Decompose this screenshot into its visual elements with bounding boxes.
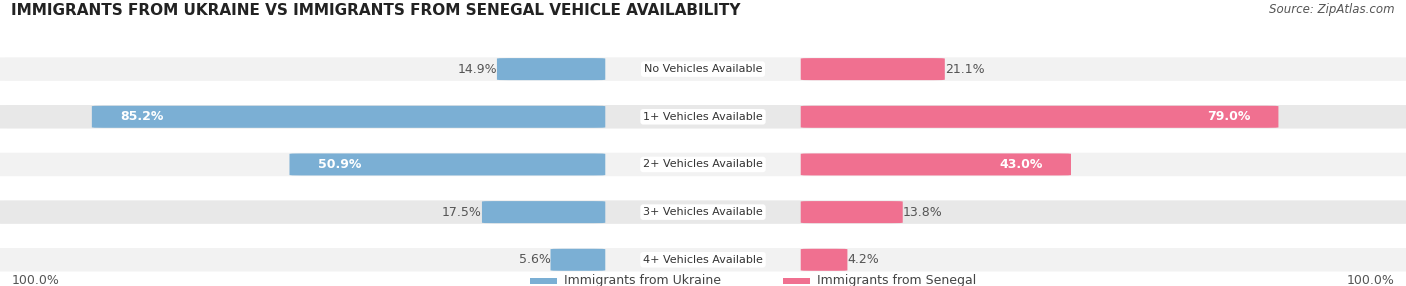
Text: IMMIGRANTS FROM UKRAINE VS IMMIGRANTS FROM SENEGAL VEHICLE AVAILABILITY: IMMIGRANTS FROM UKRAINE VS IMMIGRANTS FR… [11,3,741,18]
Text: 79.0%: 79.0% [1206,110,1250,123]
FancyBboxPatch shape [0,247,1406,273]
Text: 14.9%: 14.9% [457,63,496,76]
FancyBboxPatch shape [496,58,605,80]
Text: 85.2%: 85.2% [120,110,163,123]
FancyBboxPatch shape [0,199,1406,225]
Text: 2+ Vehicles Available: 2+ Vehicles Available [643,160,763,169]
Text: 4.2%: 4.2% [848,253,879,266]
Text: 100.0%: 100.0% [1347,274,1395,286]
FancyBboxPatch shape [801,201,903,223]
Text: 21.1%: 21.1% [945,63,984,76]
FancyBboxPatch shape [801,58,945,80]
FancyBboxPatch shape [530,277,557,284]
Text: No Vehicles Available: No Vehicles Available [644,64,762,74]
FancyBboxPatch shape [91,106,606,128]
Text: Source: ZipAtlas.com: Source: ZipAtlas.com [1270,3,1395,16]
Text: 5.6%: 5.6% [519,253,551,266]
FancyBboxPatch shape [551,249,606,271]
Text: 1+ Vehicles Available: 1+ Vehicles Available [643,112,763,122]
FancyBboxPatch shape [783,277,810,284]
FancyBboxPatch shape [290,153,606,176]
FancyBboxPatch shape [801,106,1278,128]
Text: 43.0%: 43.0% [1000,158,1043,171]
Text: 50.9%: 50.9% [318,158,361,171]
Text: 100.0%: 100.0% [11,274,59,286]
Text: 3+ Vehicles Available: 3+ Vehicles Available [643,207,763,217]
Text: Immigrants from Senegal: Immigrants from Senegal [817,274,976,286]
Text: 13.8%: 13.8% [903,206,942,219]
Text: Immigrants from Ukraine: Immigrants from Ukraine [564,274,721,286]
Text: 17.5%: 17.5% [441,206,482,219]
Text: 4+ Vehicles Available: 4+ Vehicles Available [643,255,763,265]
FancyBboxPatch shape [482,201,606,223]
FancyBboxPatch shape [801,249,848,271]
FancyBboxPatch shape [801,153,1071,176]
FancyBboxPatch shape [0,56,1406,82]
FancyBboxPatch shape [0,104,1406,130]
FancyBboxPatch shape [0,151,1406,178]
